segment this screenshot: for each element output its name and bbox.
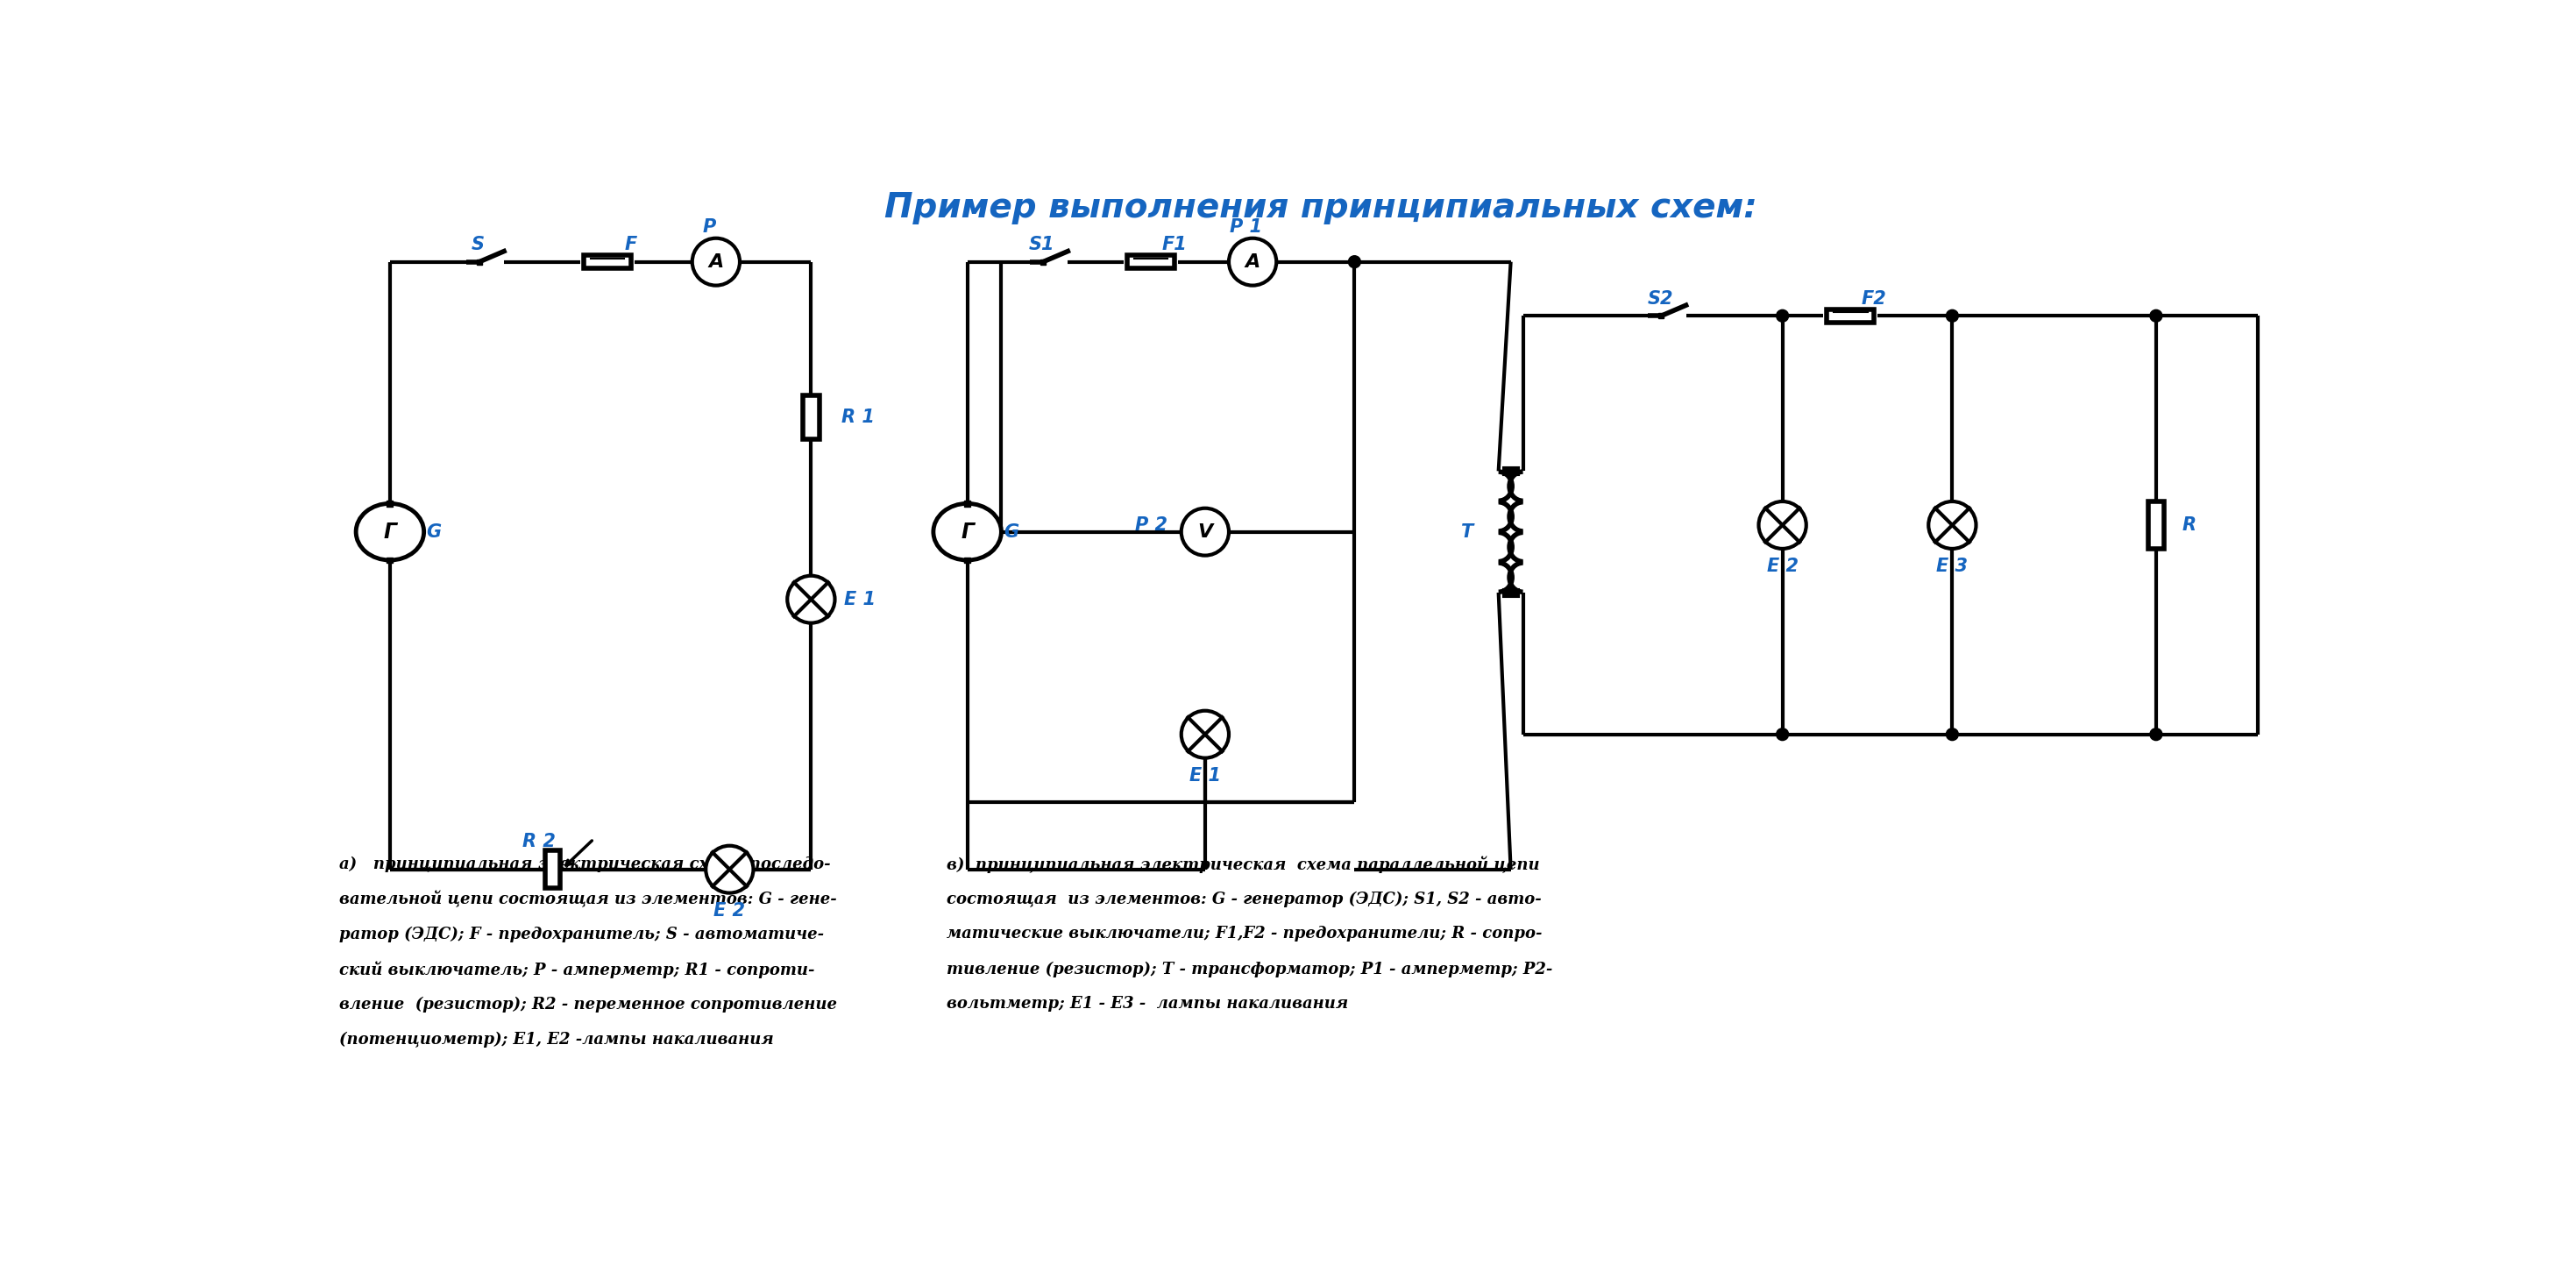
Bar xyxy=(963,557,971,563)
Text: F1: F1 xyxy=(1162,237,1188,254)
Text: E 2: E 2 xyxy=(714,902,744,920)
Text: ратор (ЭДС); F - предохранитель; S - автоматиче-: ратор (ЭДС); F - предохранитель; S - авт… xyxy=(340,926,824,942)
Text: G: G xyxy=(428,522,440,540)
Circle shape xyxy=(1347,256,1360,268)
Text: P: P xyxy=(703,219,716,237)
Circle shape xyxy=(693,238,739,286)
Bar xyxy=(1659,314,1664,319)
Text: R 2: R 2 xyxy=(523,832,556,850)
Text: E 2: E 2 xyxy=(1767,558,1798,576)
Bar xyxy=(1126,256,1175,268)
Circle shape xyxy=(1945,729,1958,740)
Text: а)   принципиальная электрическая схема последо-: а) принципиальная электрическая схема по… xyxy=(340,856,829,872)
Circle shape xyxy=(788,576,835,622)
Circle shape xyxy=(1182,509,1229,555)
Circle shape xyxy=(2151,310,2161,321)
Text: матические выключатели; F1,F2 - предохранители; R - сопро-: матические выключатели; F1,F2 - предохра… xyxy=(948,926,1543,942)
Bar xyxy=(2148,501,2164,549)
Circle shape xyxy=(1945,310,1958,321)
Text: Г: Г xyxy=(961,521,974,543)
Text: E 3: E 3 xyxy=(1937,558,1968,576)
Text: S: S xyxy=(471,237,484,254)
Bar xyxy=(804,395,819,439)
Bar xyxy=(963,501,971,506)
Bar xyxy=(585,256,631,268)
Text: Г: Г xyxy=(384,521,397,543)
Text: ский выключатель; P - амперметр; R1 - сопроти-: ский выключатель; P - амперметр; R1 - со… xyxy=(340,961,814,978)
Text: V: V xyxy=(1198,522,1213,540)
Text: G: G xyxy=(1005,522,1020,540)
Text: S2: S2 xyxy=(1646,290,1672,307)
Text: S1: S1 xyxy=(1028,237,1056,254)
Circle shape xyxy=(1759,501,1806,549)
Circle shape xyxy=(1182,711,1229,758)
Bar xyxy=(546,851,562,888)
Text: вольтметр; E1 - E3 -  лампы накаливания: вольтметр; E1 - E3 - лампы накаливания xyxy=(948,997,1350,1012)
Circle shape xyxy=(1929,501,1976,549)
Bar xyxy=(386,501,394,506)
Bar xyxy=(1826,309,1875,323)
Circle shape xyxy=(1777,310,1788,321)
Text: в)  принципиальная электрическая  схема параллельной цепи: в) принципиальная электрическая схема па… xyxy=(948,856,1540,873)
Text: R 1: R 1 xyxy=(842,409,876,426)
Text: P 2: P 2 xyxy=(1136,516,1167,534)
Text: E 1: E 1 xyxy=(1190,767,1221,784)
Text: вление  (резистор); R2 - переменное сопротивление: вление (резистор); R2 - переменное сопро… xyxy=(340,997,837,1012)
Circle shape xyxy=(1229,238,1275,286)
Text: T: T xyxy=(1461,522,1473,540)
Text: F2: F2 xyxy=(1862,290,1886,307)
Bar xyxy=(386,557,394,563)
Circle shape xyxy=(1777,729,1788,740)
Text: P 1: P 1 xyxy=(1229,219,1262,237)
Text: вательной цепи состоящая из элементов: G - гене-: вательной цепи состоящая из элементов: G… xyxy=(340,891,837,908)
Bar xyxy=(1041,259,1046,264)
Ellipse shape xyxy=(355,503,425,560)
Text: А: А xyxy=(1244,253,1260,271)
Text: А: А xyxy=(708,253,724,271)
Circle shape xyxy=(2151,729,2161,740)
Circle shape xyxy=(706,846,752,893)
Text: (потенциометр); E1, E2 -лампы накаливания: (потенциометр); E1, E2 -лампы накаливани… xyxy=(340,1031,773,1047)
Text: R: R xyxy=(2182,516,2195,534)
Text: Пример выполнения принципиальных схем:: Пример выполнения принципиальных схем: xyxy=(884,191,1757,224)
Text: состоящая  из элементов: G - генератор (ЭДС); S1, S2 - авто-: состоящая из элементов: G - генератор (Э… xyxy=(948,891,1543,907)
Ellipse shape xyxy=(933,503,1002,560)
Text: E 1: E 1 xyxy=(845,591,876,608)
Text: F: F xyxy=(626,237,636,254)
Text: тивление (резистор); T - трансформатор; P1 - амперметр; P2-: тивление (резистор); T - трансформатор; … xyxy=(948,961,1553,977)
Bar xyxy=(477,259,482,264)
